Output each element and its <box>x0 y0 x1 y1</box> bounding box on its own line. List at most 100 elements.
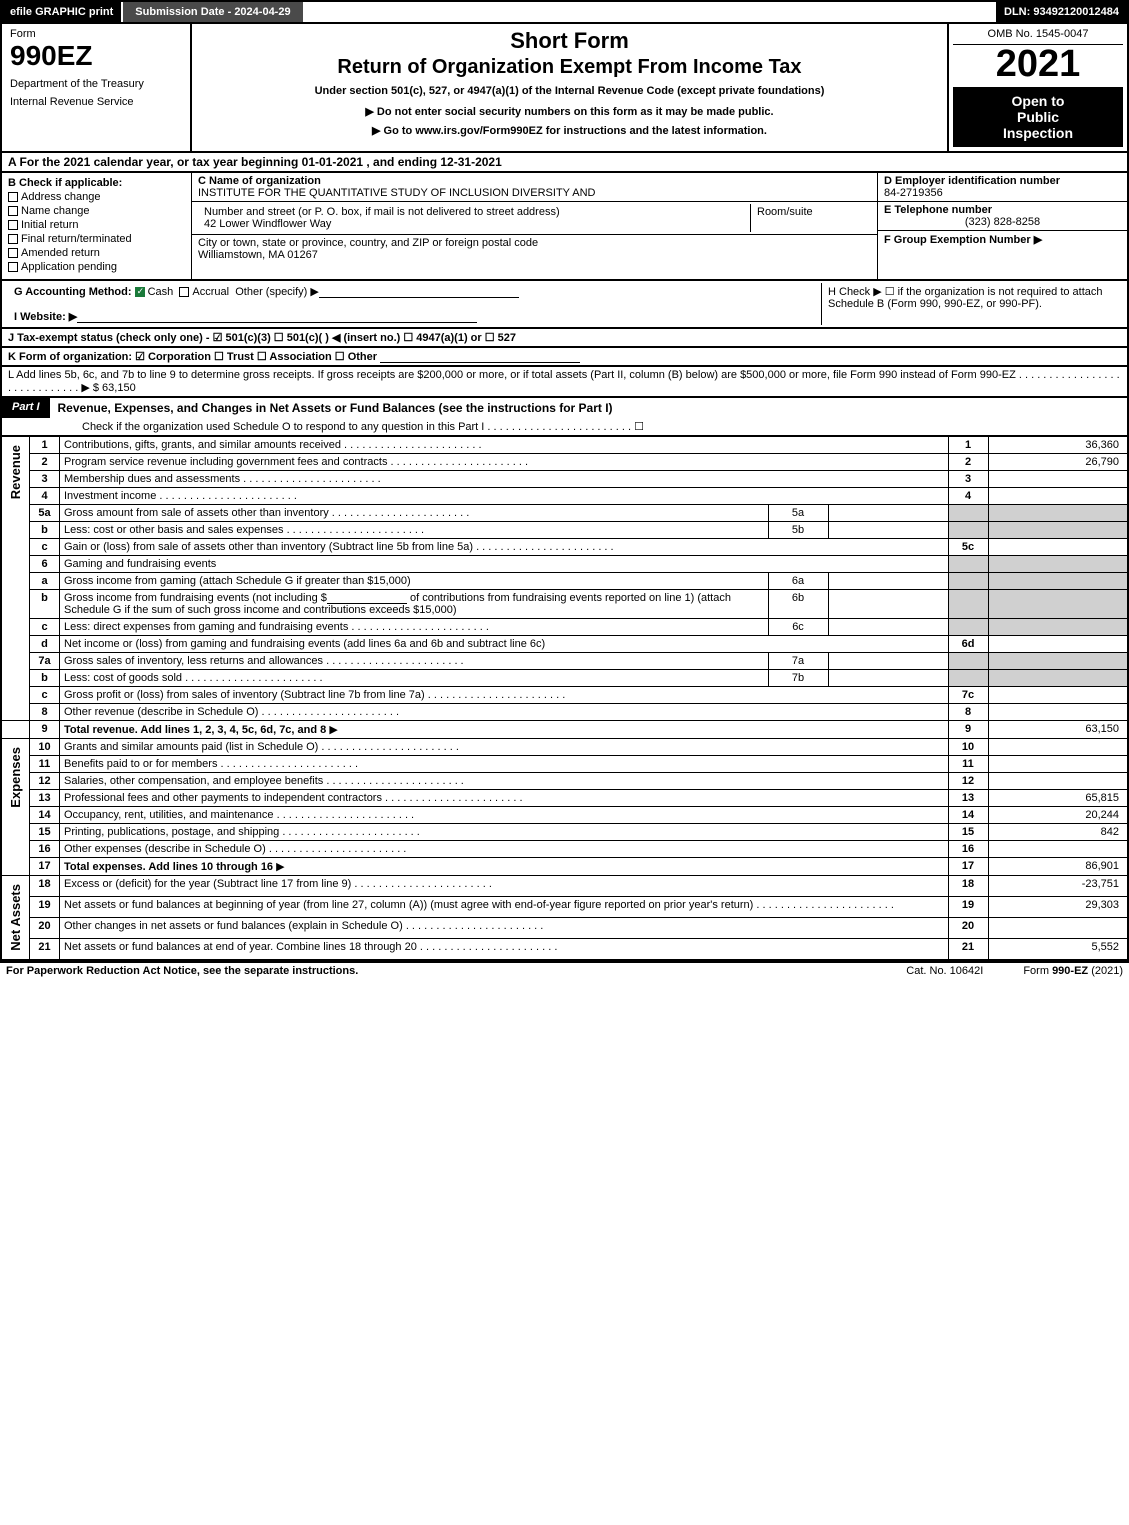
cb-address-change[interactable]: Address change <box>8 191 185 203</box>
main-table: Revenue 1 Contributions, gifts, grants, … <box>0 435 1129 961</box>
row-7b: bLess: cost of goods sold 7b <box>1 670 1128 687</box>
column-b: B Check if applicable: Address change Na… <box>2 173 192 279</box>
address-row: Number and street (or P. O. box, if mail… <box>192 202 877 235</box>
header-left: Form 990EZ Department of the Treasury In… <box>2 24 192 151</box>
column-c: C Name of organization INSTITUTE FOR THE… <box>192 173 877 279</box>
header-middle: Short Form Return of Organization Exempt… <box>192 24 947 151</box>
telephone-row: E Telephone number (323) 828-8258 <box>878 202 1127 231</box>
row-9: 9Total revenue. Add lines 1, 2, 3, 4, 5c… <box>1 721 1128 739</box>
address-label: Number and street (or P. O. box, if mail… <box>204 206 560 218</box>
row-5c: cGain or (loss) from sale of assets othe… <box>1 539 1128 556</box>
cb-initial-return[interactable]: Initial return <box>8 219 185 231</box>
org-name-label: C Name of organization <box>198 175 321 187</box>
ein-value: 84-2719356 <box>884 187 943 199</box>
row-5a: 5aGross amount from sale of assets other… <box>1 505 1128 522</box>
form-number: 990EZ <box>10 40 182 72</box>
submission-date: Submission Date - 2024-04-29 <box>121 2 302 22</box>
page-footer: For Paperwork Reduction Act Notice, see … <box>0 961 1129 979</box>
line-j: J Tax-exempt status (check only one) - ☑… <box>0 327 1129 346</box>
dln-label: DLN: 93492120012484 <box>996 2 1127 22</box>
revenue-side-label: Revenue <box>6 439 25 505</box>
group-exemption-row: F Group Exemption Number ▶ <box>878 231 1127 248</box>
row-13: 13Professional fees and other payments t… <box>1 790 1128 807</box>
line-h: H Check ▶ ☐ if the organization is not r… <box>821 283 1121 325</box>
row-6b: b Gross income from fundraising events (… <box>1 590 1128 619</box>
line-l-value: 63,150 <box>102 382 136 394</box>
group-exemption-label: F Group Exemption Number ▶ <box>884 234 1042 246</box>
efile-label[interactable]: efile GRAPHIC print <box>2 2 121 22</box>
telephone-label: E Telephone number <box>884 204 992 216</box>
org-name-row: C Name of organization INSTITUTE FOR THE… <box>192 173 877 202</box>
footer-catalog: Cat. No. 10642I <box>866 965 1023 977</box>
row-6: 6Gaming and fundraising events <box>1 556 1128 573</box>
row-14: 14Occupancy, rent, utilities, and mainte… <box>1 807 1128 824</box>
title-short-form: Short Form <box>200 28 939 54</box>
cb-application-pending[interactable]: Application pending <box>8 261 185 273</box>
row-8: 8Other revenue (describe in Schedule O) … <box>1 704 1128 721</box>
subtitle-section: Under section 501(c), 527, or 4947(a)(1)… <box>200 85 939 97</box>
row-7a: 7aGross sales of inventory, less returns… <box>1 653 1128 670</box>
part-1-title: Revenue, Expenses, and Changes in Net As… <box>50 398 1127 418</box>
footer-form-ref: Form 990-EZ (2021) <box>1023 965 1123 977</box>
website-input[interactable] <box>77 311 477 323</box>
form-label: Form <box>10 28 182 40</box>
row-17: 17Total expenses. Add lines 10 through 1… <box>1 858 1128 876</box>
row-4: 4Investment income 4 <box>1 488 1128 505</box>
row-18: Net Assets 18Excess or (deficit) for the… <box>1 876 1128 897</box>
open-public-inspection: Open to Public Inspection <box>953 87 1123 147</box>
row-15: 15Printing, publications, postage, and s… <box>1 824 1128 841</box>
row-a-period: A For the 2021 calendar year, or tax yea… <box>0 151 1129 171</box>
city-label: City or town, state or province, country… <box>198 237 538 249</box>
column-d: D Employer identification number 84-2719… <box>877 173 1127 279</box>
part-1-number: Part I <box>2 398 50 418</box>
row-11: 11Benefits paid to or for members11 <box>1 756 1128 773</box>
line-k: K Form of organization: ☑ Corporation ☐ … <box>0 346 1129 365</box>
row-6c: cLess: direct expenses from gaming and f… <box>1 619 1128 636</box>
line-i: I Website: ▶ <box>14 311 77 323</box>
cb-amended-return[interactable]: Amended return <box>8 247 185 259</box>
row-6d: dNet income or (loss) from gaming and fu… <box>1 636 1128 653</box>
row-19: 19Net assets or fund balances at beginni… <box>1 896 1128 917</box>
row-6a: aGross income from gaming (attach Schedu… <box>1 573 1128 590</box>
row-3: 3Membership dues and assessments 3 <box>1 471 1128 488</box>
row-1: Revenue 1 Contributions, gifts, grants, … <box>1 436 1128 454</box>
telephone-value: (323) 828-8258 <box>884 216 1121 228</box>
netassets-side-label: Net Assets <box>6 878 25 957</box>
cb-name-change[interactable]: Name change <box>8 205 185 217</box>
header-right: OMB No. 1545-0047 2021 Open to Public In… <box>947 24 1127 151</box>
title-return: Return of Organization Exempt From Incom… <box>200 56 939 79</box>
city-row: City or town, state or province, country… <box>192 235 877 263</box>
row-10: Expenses 10Grants and similar amounts pa… <box>1 739 1128 756</box>
expenses-side-label: Expenses <box>6 741 25 814</box>
address-value: 42 Lower Windflower Way <box>204 218 331 230</box>
row-20: 20Other changes in net assets or fund ba… <box>1 917 1128 938</box>
ein-label: D Employer identification number <box>884 175 1060 187</box>
dept-treasury: Department of the Treasury <box>10 78 182 90</box>
part-1-subtitle: Check if the organization used Schedule … <box>0 418 1129 435</box>
dept-irs: Internal Revenue Service <box>10 96 182 108</box>
org-name-value: INSTITUTE FOR THE QUANTITATIVE STUDY OF … <box>198 187 595 199</box>
tax-year: 2021 <box>953 45 1123 83</box>
row-16: 16Other expenses (describe in Schedule O… <box>1 841 1128 858</box>
part-1-header: Part I Revenue, Expenses, and Changes in… <box>0 396 1129 418</box>
city-value: Williamstown, MA 01267 <box>198 249 318 261</box>
row-7c: cGross profit or (loss) from sales of in… <box>1 687 1128 704</box>
footer-paperwork: For Paperwork Reduction Act Notice, see … <box>6 965 866 977</box>
subtitle-ssn-warning: ▶ Do not enter social security numbers o… <box>200 105 939 118</box>
other-specify-input[interactable] <box>319 286 519 298</box>
row-12: 12Salaries, other compensation, and empl… <box>1 773 1128 790</box>
room-suite: Room/suite <box>751 204 871 232</box>
top-bar: efile GRAPHIC print Submission Date - 20… <box>0 0 1129 22</box>
line-g: G Accounting Method: Cash Accrual Other … <box>8 283 821 325</box>
row-5b: bLess: cost or other basis and sales exp… <box>1 522 1128 539</box>
line-l: L Add lines 5b, 6c, and 7b to line 9 to … <box>0 365 1129 396</box>
cb-final-return[interactable]: Final return/terminated <box>8 233 185 245</box>
row-2: 2Program service revenue including gover… <box>1 454 1128 471</box>
form-header: Form 990EZ Department of the Treasury In… <box>0 22 1129 151</box>
section-bcd: B Check if applicable: Address change Na… <box>0 171 1129 279</box>
subtitle-goto-link[interactable]: ▶ Go to www.irs.gov/Form990EZ for instru… <box>200 124 939 137</box>
row-1-value: 36,360 <box>988 436 1128 454</box>
cb-accrual[interactable] <box>179 287 189 297</box>
b-title: B Check if applicable: <box>8 177 185 189</box>
cb-cash-checked[interactable] <box>135 287 145 297</box>
